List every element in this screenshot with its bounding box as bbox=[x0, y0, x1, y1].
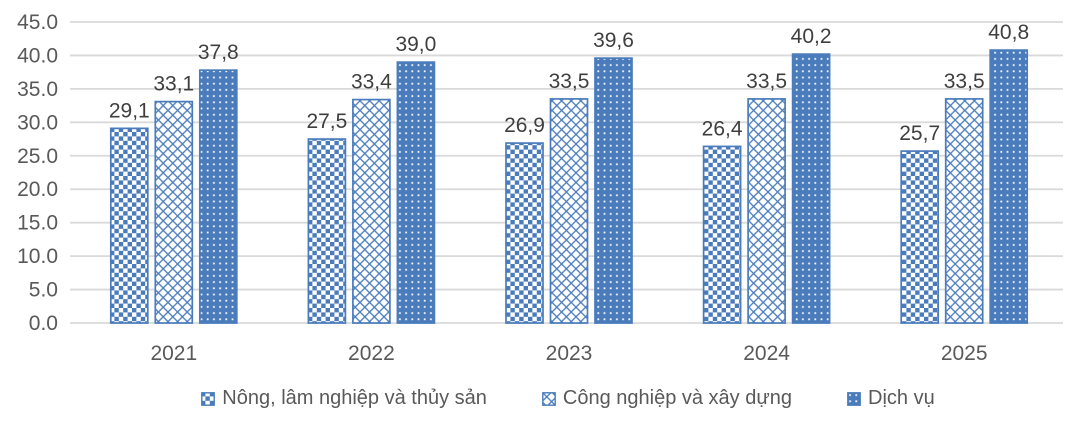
bar-2025-checkerboard bbox=[900, 150, 940, 324]
bar-2022-checkerboard bbox=[307, 138, 347, 324]
data-label: 39,6 bbox=[593, 29, 634, 52]
legend-label: Nông, lâm nghiệp và thủy sản bbox=[222, 387, 487, 409]
bar-2025-diagonal-weave bbox=[944, 98, 984, 324]
x-tick-label: 2025 bbox=[941, 342, 988, 365]
y-tick-label: 5.0 bbox=[29, 279, 58, 302]
bar-2021-checkerboard bbox=[109, 127, 149, 324]
data-label: 29,1 bbox=[109, 99, 150, 122]
bar-2021-diagonal-weave bbox=[154, 100, 194, 324]
chart-svg: 0.0 5.0 10.0 15.0 20.0 25.0 30.0 35.0 40.0 45.0 29… bbox=[17, 11, 1063, 365]
data-label: 27,5 bbox=[306, 110, 347, 133]
legend-item-3: Dịch vụ bbox=[847, 387, 935, 410]
bar-2021-dots bbox=[198, 69, 238, 324]
data-label: 39,0 bbox=[395, 33, 436, 56]
data-label: 33,1 bbox=[153, 73, 194, 96]
y-tick-label: 40.0 bbox=[17, 44, 58, 67]
bar-2023-checkerboard bbox=[505, 142, 544, 324]
y-tick-label: 0.0 bbox=[29, 312, 58, 335]
bar-2023-dots bbox=[594, 57, 633, 324]
data-label: 40,8 bbox=[988, 21, 1029, 44]
legend-dots-icon bbox=[847, 391, 861, 406]
y-tick-label: 25.0 bbox=[17, 145, 58, 168]
x-tick-label: 2022 bbox=[348, 342, 395, 365]
y-tick-label: 45.0 bbox=[17, 11, 58, 34]
data-label: 33,5 bbox=[549, 70, 590, 93]
x-tick-label: 2023 bbox=[546, 342, 593, 365]
bar-2024-checkerboard bbox=[702, 145, 742, 324]
y-tick-label: 35.0 bbox=[17, 78, 58, 101]
data-label: 25,7 bbox=[899, 122, 940, 145]
y-tick-label: 20.0 bbox=[17, 178, 58, 201]
y-tick-label: 30.0 bbox=[17, 111, 58, 134]
bar-2024-diagonal-weave bbox=[747, 98, 786, 324]
legend-label: Công nghiệp và xây dựng bbox=[562, 387, 792, 409]
data-label: 33,5 bbox=[944, 70, 985, 93]
x-tick-label: 2021 bbox=[150, 342, 197, 365]
legend: Nông, lâm nghiệp và thủy sản Công nghiệp … bbox=[0, 387, 1080, 410]
data-label: 40,2 bbox=[791, 25, 832, 48]
legend-item-1: Nông, lâm nghiệp và thủy sản bbox=[201, 387, 487, 410]
data-label: 26,4 bbox=[702, 117, 743, 140]
bar-2022-diagonal-weave bbox=[352, 98, 391, 324]
data-label: 37,8 bbox=[198, 41, 239, 64]
bar-2023-diagonal-weave bbox=[549, 98, 589, 324]
bar-2022-dots bbox=[396, 61, 436, 324]
plot-area: 0.0 5.0 10.0 15.0 20.0 25.0 30.0 35.0 40.0 45.0 29… bbox=[17, 11, 1063, 365]
data-label: 26,9 bbox=[504, 114, 545, 137]
legend-diagonal-weave-icon bbox=[541, 391, 556, 406]
legend-item-2: Công nghiệp và xây dựng bbox=[541, 387, 792, 410]
legend-checkerboard-icon bbox=[201, 391, 216, 406]
x-tick-label: 2024 bbox=[743, 342, 790, 365]
legend-label: Dịch vụ bbox=[868, 387, 935, 409]
y-tick-label: 10.0 bbox=[17, 245, 58, 268]
data-label: 33,4 bbox=[351, 71, 392, 94]
bar-2024-dots bbox=[791, 53, 831, 324]
y-tick-label: 15.0 bbox=[17, 212, 58, 235]
bar-2025-dots bbox=[989, 49, 1029, 324]
data-label: 33,5 bbox=[746, 70, 787, 93]
